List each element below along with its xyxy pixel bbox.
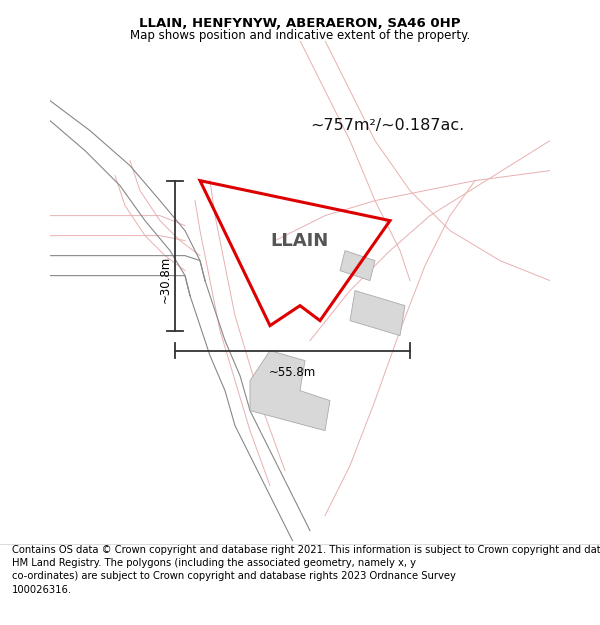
Text: ~757m²/~0.187ac.: ~757m²/~0.187ac. xyxy=(310,118,464,133)
Text: ~30.8m: ~30.8m xyxy=(158,256,172,303)
Text: LLAIN: LLAIN xyxy=(271,232,329,249)
Polygon shape xyxy=(250,351,330,431)
Text: Contains OS data © Crown copyright and database right 2021. This information is : Contains OS data © Crown copyright and d… xyxy=(12,545,600,594)
Polygon shape xyxy=(350,291,405,336)
Text: LLAIN, HENFYNYW, ABERAERON, SA46 0HP: LLAIN, HENFYNYW, ABERAERON, SA46 0HP xyxy=(139,18,461,30)
Text: Map shows position and indicative extent of the property.: Map shows position and indicative extent… xyxy=(130,29,470,42)
Polygon shape xyxy=(340,251,375,281)
Text: ~55.8m: ~55.8m xyxy=(269,366,316,379)
